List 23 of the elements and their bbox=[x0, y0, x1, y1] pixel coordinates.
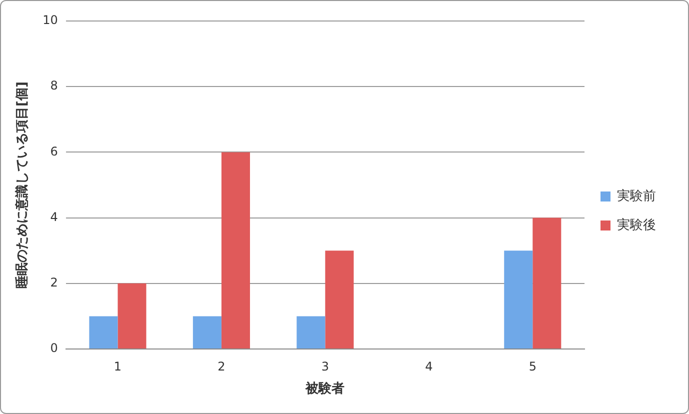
legend-label: 実験後 bbox=[617, 216, 656, 233]
x-axis-title: 被験者 bbox=[304, 380, 345, 397]
y-axis-title: 睡眠のために意識している項目[個] bbox=[14, 82, 30, 288]
y-tick-label: 2 bbox=[50, 276, 58, 290]
bar bbox=[118, 283, 146, 348]
y-tick-label: 6 bbox=[50, 144, 58, 158]
bar bbox=[221, 152, 250, 348]
x-tick-label: 3 bbox=[321, 359, 330, 374]
y-tick-label: 10 bbox=[42, 13, 58, 28]
bar bbox=[325, 250, 354, 348]
bar bbox=[89, 316, 118, 348]
x-tick-label: 4 bbox=[425, 359, 433, 374]
x-tick-label: 1 bbox=[114, 359, 122, 374]
bar bbox=[296, 316, 326, 348]
bar bbox=[504, 250, 533, 348]
y-tick-label: 0 bbox=[50, 341, 58, 356]
legend-label: 実験前 bbox=[617, 188, 656, 204]
y-tick-label: 4 bbox=[50, 210, 58, 224]
x-tick-label: 5 bbox=[528, 359, 536, 374]
bar bbox=[192, 316, 222, 348]
x-tick-label: 2 bbox=[218, 359, 226, 374]
y-tick-label: 8 bbox=[50, 78, 58, 93]
bar bbox=[532, 218, 562, 348]
